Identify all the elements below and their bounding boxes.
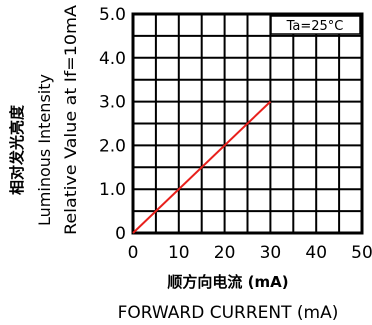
x-axis-label: FORWARD CURRENT (mA) <box>118 303 339 323</box>
x-tick-label: 10 <box>168 243 190 263</box>
annotation-text: Ta=25°C <box>286 19 344 34</box>
plot-frame <box>131 12 364 235</box>
x-tick-label: 50 <box>351 243 372 263</box>
x-tick-label: 40 <box>305 243 327 263</box>
y-tick-label: 5.0 <box>99 5 126 25</box>
y-tick-labels: 0 1.0 2.0 3.0 4.0 5.0 <box>99 5 126 244</box>
series-line <box>132 100 272 234</box>
y-tick-label: 2.0 <box>99 136 126 156</box>
annotation-box <box>270 15 361 35</box>
y-axis-label-line2: Relative Value at If=10mA <box>61 5 80 235</box>
x-tick-labels: 0 10 20 30 40 50 <box>128 243 372 263</box>
y-tick-label: 0 <box>115 224 126 244</box>
x-axis-label-chinese: 顺方向电流 (mA) <box>167 273 288 291</box>
x-tick-label: 30 <box>260 243 282 263</box>
series-layer <box>132 100 272 234</box>
y-tick-label: 3.0 <box>99 93 126 113</box>
grid <box>133 14 362 233</box>
y-tick-label: 4.0 <box>99 49 126 69</box>
y-axis-label-chinese: 相对发光亮度 <box>8 104 26 195</box>
x-tick-label: 20 <box>214 243 236 263</box>
y-axis-label-line1: Luminous Intensity <box>35 74 54 226</box>
x-tick-label: 0 <box>128 243 139 263</box>
y-tick-label: 1.0 <box>99 180 126 200</box>
